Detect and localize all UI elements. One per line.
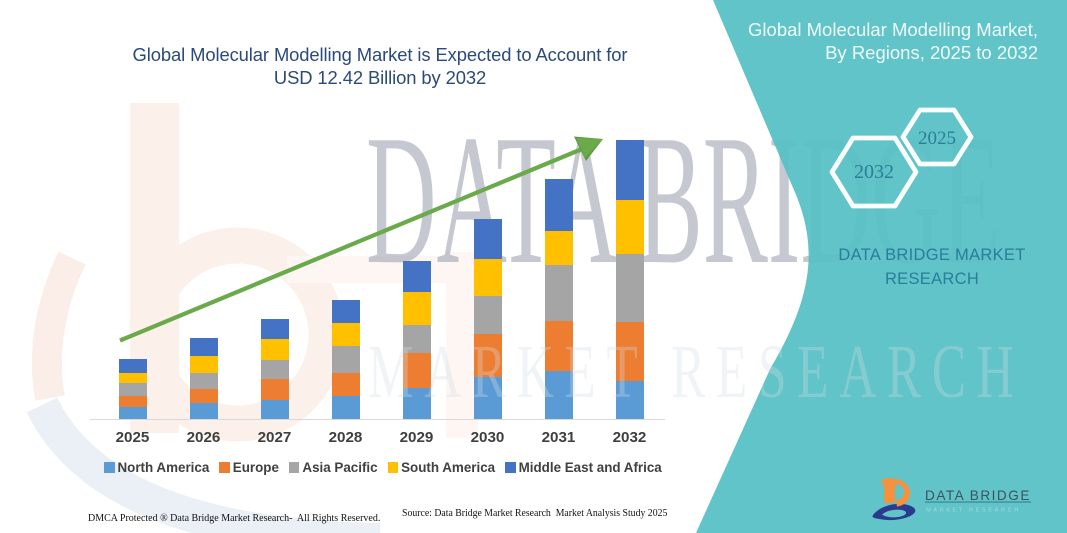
svg-text:DATA BRIDGE: DATA BRIDGE [925,488,1031,503]
svg-text:MARKET RESEARCH: MARKET RESEARCH [926,508,1021,514]
